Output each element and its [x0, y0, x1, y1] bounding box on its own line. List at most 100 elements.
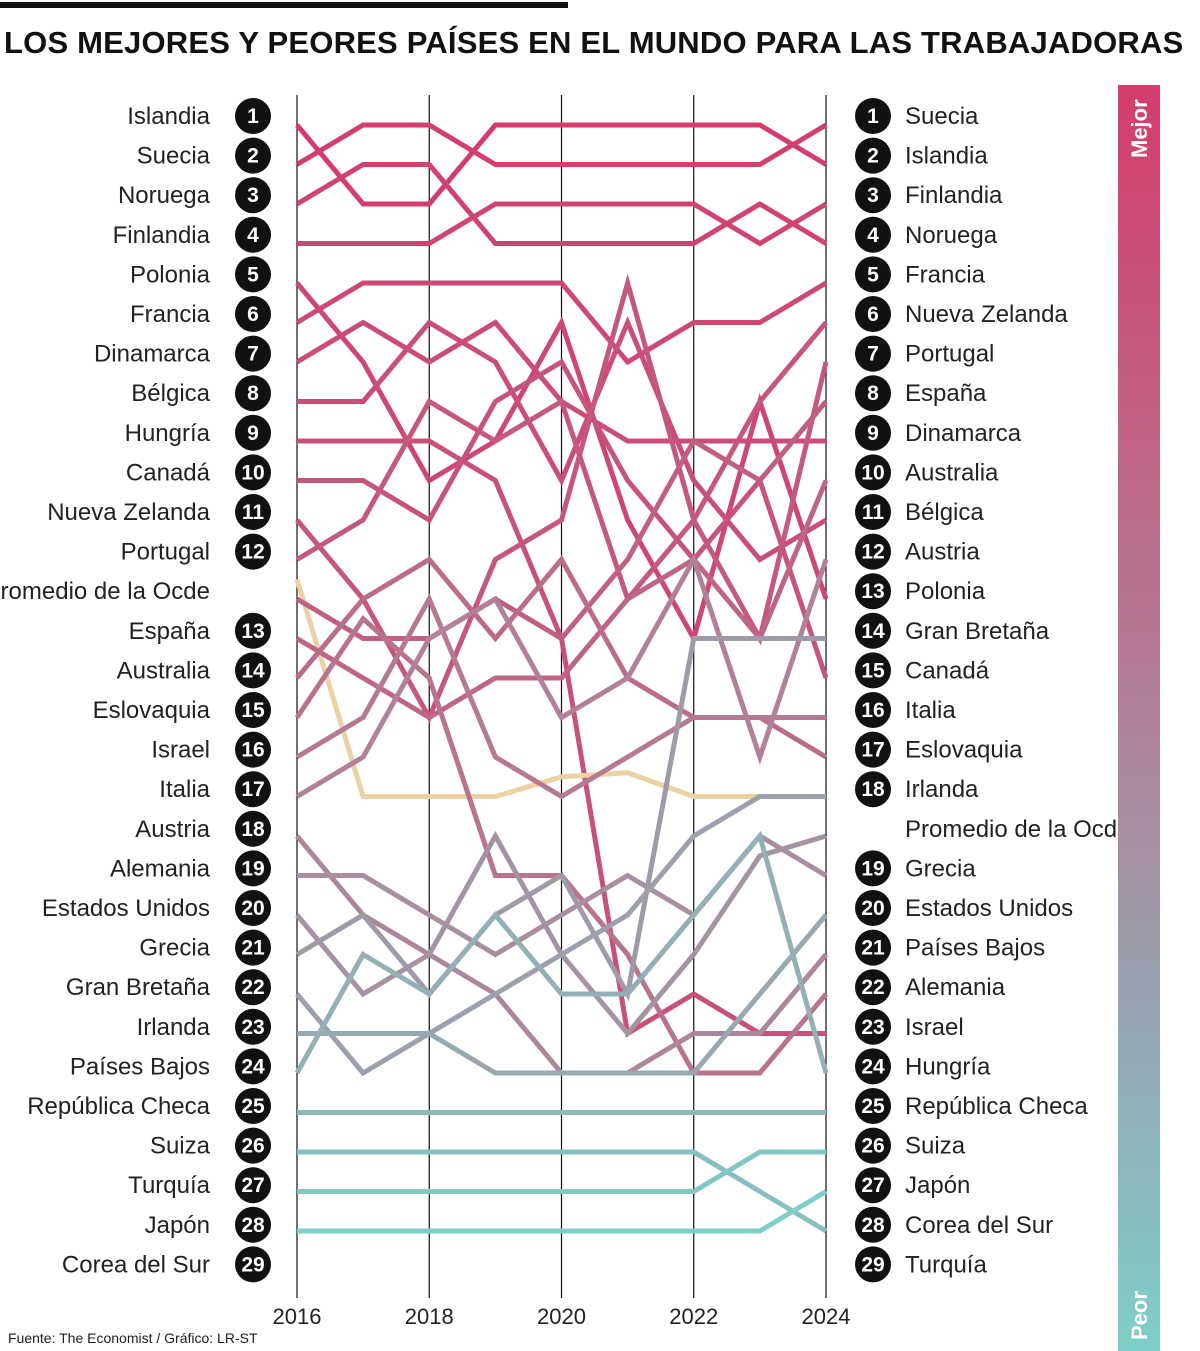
right-rank-badge: [855, 969, 891, 1006]
right-country-label: Dinamarca: [905, 420, 1022, 447]
right-rank-badge: [855, 890, 891, 926]
source-note: Fuente: The Economist / Gráfico: LR-ST: [8, 1330, 258, 1346]
right-rank-number: 15: [861, 659, 885, 682]
series-line-republica-checa: [294, 830, 829, 1075]
right-rank-number: 4: [867, 224, 879, 247]
right-country-label: Hungría: [905, 1053, 991, 1080]
right-rank-badge: [855, 375, 891, 412]
left-country-label: Corea del Sur: [62, 1251, 210, 1278]
left-country-label: Noruega: [118, 182, 211, 209]
right-rank-badge: [855, 177, 891, 214]
left-rank-number: 26: [241, 1135, 264, 1158]
right-rank-badge: [855, 1246, 891, 1283]
right-rank-number: 7: [867, 343, 879, 366]
series-line-australia: [295, 479, 829, 721]
right-rank-number: 22: [861, 976, 884, 999]
left-country-label: Promedio de la Ocde: [0, 578, 210, 605]
left-country-label: Dinamarca: [94, 341, 211, 368]
grid-lines: [296, 95, 827, 1298]
left-rank-number: 2: [247, 145, 259, 168]
left-rank-badge: [235, 1206, 271, 1243]
right-rank-badge: [855, 414, 891, 451]
left-rank-number: 8: [247, 382, 259, 405]
series-line-promedio-de-la-ocde: [294, 578, 826, 799]
right-rank-number: 16: [861, 699, 884, 722]
right-rank-number: 23: [861, 1016, 884, 1039]
left-country-label: República Checa: [27, 1093, 210, 1120]
left-rank-badge: [235, 692, 271, 728]
left-rank-number: 20: [241, 897, 264, 920]
right-rank-badge: [855, 1008, 891, 1045]
right-country-label: Israel: [905, 1014, 964, 1041]
right-rank-number: 20: [861, 897, 884, 920]
right-rank-badge: [855, 692, 891, 728]
left-rank-number: 7: [247, 343, 259, 366]
x-axis: 2016 2018 2020 2022 2024: [273, 1304, 851, 1329]
left-rank-number: 1: [247, 105, 259, 128]
left-rank-badge: [235, 335, 271, 372]
right-rank-badge: [855, 494, 891, 530]
left-country-label: Países Bajos: [70, 1053, 210, 1080]
right-country-label: Noruega: [905, 222, 998, 249]
right-country-label: Portugal: [905, 341, 994, 368]
left-rank-badge: [235, 771, 271, 808]
right-country-label: Nueva Zelanda: [905, 301, 1068, 328]
left-rank-number: 3: [247, 184, 259, 207]
series-line-paises-bajos: [297, 913, 828, 1076]
left-rank-number: 13: [241, 620, 264, 643]
left-rank-badge: [235, 1088, 271, 1124]
right-rank-number: 29: [861, 1253, 884, 1276]
left-rank-number: 12: [241, 541, 264, 564]
right-country-label: Polonia: [905, 578, 986, 605]
left-rank-badge: [235, 137, 271, 174]
right-rank-badge: [855, 1167, 891, 1204]
series-line-corea-del-sur: [297, 1189, 828, 1234]
left-rank-number: 18: [241, 818, 265, 841]
scale-top-label: Mejor: [1127, 99, 1152, 158]
left-rank-number: 22: [241, 976, 264, 999]
right-rank-badge: [855, 454, 891, 491]
x-tick-label: 2016: [273, 1304, 322, 1329]
right-rank-badge: [855, 652, 891, 689]
right-country-label: Finlandia: [905, 182, 1003, 209]
right-country-label: Austria: [905, 539, 980, 566]
series-line-belgica: [297, 316, 828, 563]
right-rank-number: 27: [861, 1174, 884, 1197]
right-rank-number: 18: [861, 778, 885, 801]
left-rank-badge: [235, 494, 271, 530]
right-rank-badge: [855, 1048, 891, 1085]
right-rank-badge: [855, 98, 891, 134]
left-rank-badge: [235, 256, 271, 293]
right-country-label: Irlanda: [905, 776, 979, 803]
right-country-label: Alemania: [905, 974, 1006, 1001]
left-country-label: Alemania: [110, 855, 211, 882]
left-rank-number: 21: [241, 937, 265, 960]
right-country-label: Australia: [905, 459, 999, 486]
left-country-label: Suecia: [137, 143, 211, 170]
right-rank-number: 21: [861, 937, 885, 960]
left-country-label: Australia: [117, 657, 211, 684]
x-tick-label: 2020: [537, 1304, 586, 1329]
right-country-label: Francia: [905, 261, 986, 288]
title-text: LOS MEJORES Y PEORES PAÍSES EN EL MUNDO …: [4, 25, 1184, 60]
left-country-label: Grecia: [139, 935, 210, 962]
right-rank-number: 26: [861, 1135, 884, 1158]
left-rank-number: 15: [241, 699, 265, 722]
right-country-label: Italia: [905, 697, 956, 724]
left-rank-number: 6: [247, 303, 259, 326]
x-tick-label: 2018: [405, 1304, 454, 1329]
left-country-label: Italia: [159, 776, 210, 803]
series-line-portugal: [295, 361, 829, 646]
left-rank-number: 11: [242, 501, 265, 524]
right-country-label: Suiza: [905, 1133, 966, 1160]
left-rank-badge: [235, 454, 271, 491]
series-line-irlanda: [295, 794, 826, 1077]
left-country-label: Islandia: [127, 103, 210, 130]
right-country-label: Bélgica: [905, 499, 984, 526]
left-rank-badge: [235, 969, 271, 1006]
left-country-label: Austria: [135, 816, 210, 843]
left-rank-number: 14: [241, 659, 265, 682]
right-rank-number: 14: [861, 620, 885, 643]
right-country-label: Estados Unidos: [905, 895, 1073, 922]
x-tick-label: 2022: [669, 1304, 718, 1329]
